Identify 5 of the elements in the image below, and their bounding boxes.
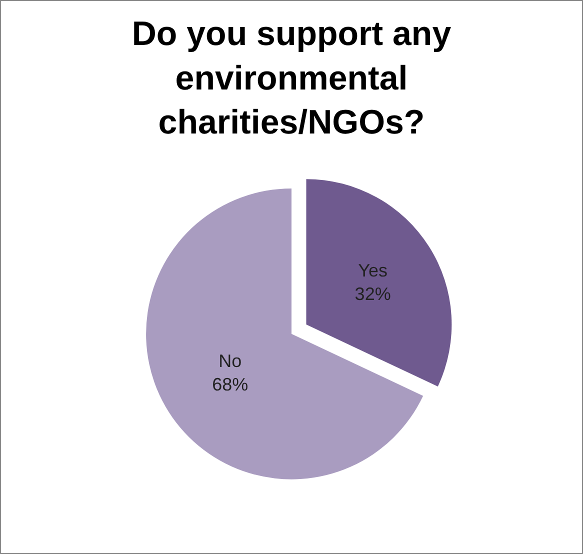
slice-label: No [218,351,242,372]
data-label: 68% [212,374,248,395]
slice-label: Yes [358,260,388,281]
chart-title: Do you support any environmental charities/NGOs? [132,15,452,142]
data-label: 32% [354,284,391,304]
